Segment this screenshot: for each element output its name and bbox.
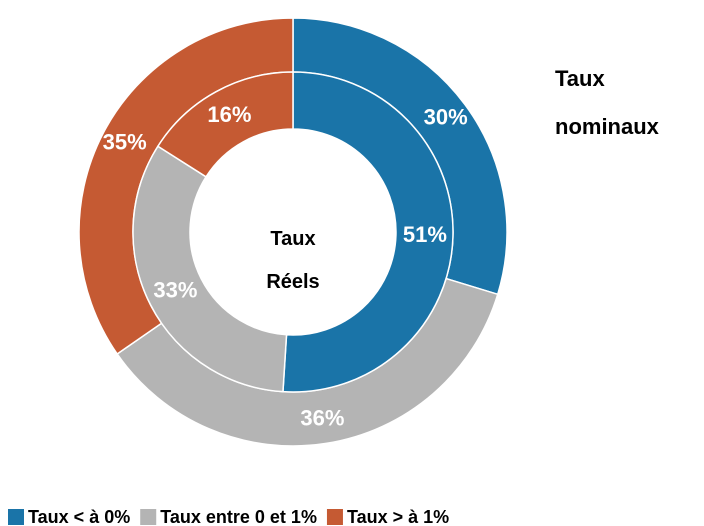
legend-label: Taux > à 1% <box>347 507 449 526</box>
value-label: 16% <box>207 102 251 127</box>
value-label: 30% <box>424 105 468 130</box>
legend-swatch <box>326 509 343 525</box>
donut-segment <box>132 145 288 393</box>
donut-segment <box>156 71 294 178</box>
ring-label: Taux nominaux <box>555 66 660 139</box>
legend-swatch <box>8 509 24 525</box>
legend-swatch <box>140 509 157 525</box>
legend-label: Taux entre 0 et 1% <box>160 507 317 526</box>
value-label: 51% <box>403 222 447 247</box>
value-label: 36% <box>300 406 344 431</box>
ring-label: Taux Réels <box>266 228 319 293</box>
value-label: 33% <box>153 278 197 303</box>
donut-segment <box>282 71 454 393</box>
value-label: 35% <box>103 130 147 155</box>
legend-label: Taux < à 0% <box>28 507 130 526</box>
